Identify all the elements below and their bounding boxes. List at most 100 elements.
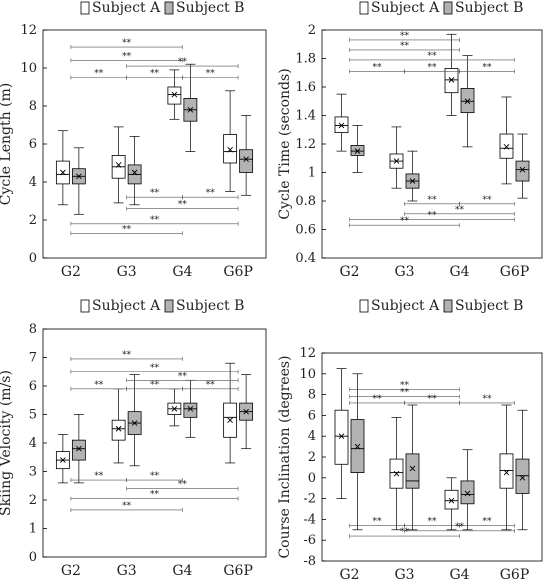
x-category-label: G6P	[500, 567, 530, 583]
significance-bracket: **	[182, 189, 239, 200]
legend-swatch	[443, 299, 453, 313]
box-iqr	[239, 149, 254, 173]
y-tick-label: -4	[303, 512, 316, 527]
significance-label: **	[483, 394, 493, 404]
mean-marker	[76, 445, 82, 452]
significance-label: **	[122, 39, 132, 49]
significance-bracket: **	[126, 58, 239, 69]
y-tick-label: 1.2	[295, 137, 316, 152]
significance-label: **	[150, 490, 160, 500]
mean-marker	[464, 98, 471, 105]
y-tick-label: -6	[303, 533, 316, 548]
significance-bracket: **	[349, 51, 515, 62]
x-category-label: G6P	[500, 264, 530, 280]
box-iqr	[499, 133, 514, 159]
significance-label: **	[150, 69, 160, 79]
legend-swatch	[359, 1, 369, 15]
significance-bracket: **	[126, 380, 183, 391]
legend-label: Subject B	[176, 298, 244, 314]
significance-bracket: **	[349, 388, 460, 399]
mean-marker	[76, 173, 82, 180]
mean-marker	[131, 420, 138, 426]
mean-marker	[464, 490, 471, 497]
significance-bracket: **	[70, 69, 127, 80]
significance-bracket: **	[349, 211, 515, 222]
significance-label: **	[94, 69, 104, 79]
significance-bracket: **	[70, 215, 239, 226]
box-subject-b	[405, 404, 420, 531]
legend-label: Subject A	[92, 0, 161, 16]
box-subject-b	[405, 150, 420, 202]
y-tick-label: 6	[308, 408, 316, 423]
legend-label: Subject B	[455, 298, 523, 314]
significance-label: **	[150, 380, 160, 390]
box-subject-b	[183, 63, 198, 152]
significance-bracket: **	[70, 39, 183, 50]
significance-label: **	[178, 58, 188, 68]
box-subject-a	[111, 388, 126, 464]
y-tick-label: 0.8	[295, 194, 316, 209]
legend-swatch	[359, 299, 369, 313]
significance-bracket: **	[70, 52, 183, 63]
x-category-label: G2	[61, 264, 81, 280]
y-tick-label: 1	[29, 522, 37, 537]
significance-bracket: **	[459, 517, 515, 528]
box-subject-b	[460, 449, 475, 531]
y-tick-label: 2	[29, 213, 37, 228]
significance-label: **	[206, 189, 216, 199]
legend-label: Subject B	[455, 0, 523, 16]
significance-label: **	[455, 205, 465, 215]
box-iqr	[515, 458, 530, 494]
box-iqr	[183, 402, 198, 418]
x-category-label: G4	[449, 264, 469, 280]
box-subject-a	[167, 388, 182, 427]
box-subject-a	[334, 368, 349, 499]
y-tick-label: 1.6	[295, 80, 316, 95]
mean-marker	[131, 169, 138, 176]
significance-label: **	[94, 472, 104, 482]
mean-marker	[503, 469, 510, 476]
x-category-label: G3	[394, 567, 414, 583]
box-subject-b	[350, 373, 365, 531]
box-subject-a	[334, 93, 349, 152]
significance-bracket: **	[349, 41, 460, 52]
box-subject-b	[127, 374, 142, 467]
mean-marker	[243, 408, 249, 415]
significance-label: **	[483, 195, 493, 205]
y-tick-label: 12	[299, 346, 316, 361]
significance-label: **	[455, 522, 465, 532]
significance-label: **	[373, 517, 383, 527]
y-tick-label: 2	[29, 493, 37, 508]
significance-bracket: **	[70, 350, 183, 361]
mean-marker	[354, 443, 361, 450]
y-tick-label: 3	[29, 465, 37, 480]
significance-label: **	[428, 517, 438, 527]
y-tick-label: 12	[20, 23, 37, 38]
box-subject-a	[444, 33, 459, 116]
box-iqr	[460, 88, 475, 114]
mean-marker	[503, 144, 510, 150]
significance-label: **	[428, 63, 438, 73]
mean-marker	[187, 106, 194, 113]
mean-marker	[519, 166, 526, 173]
box-subject-a	[389, 126, 404, 189]
box-iqr	[334, 116, 349, 134]
box-subject-a	[389, 417, 404, 531]
significance-bracket: **	[349, 381, 460, 392]
y-tick-label: 4	[29, 175, 37, 190]
y-tick-label: 2	[308, 23, 316, 38]
y-tick-label: 1.8	[295, 52, 316, 67]
mean-marker	[171, 405, 178, 412]
box-iqr	[444, 489, 459, 510]
significance-bracket: **	[182, 69, 239, 80]
mean-marker	[187, 405, 194, 412]
y-tick-label: 0	[308, 471, 316, 486]
significance-bracket: **	[349, 528, 460, 539]
x-category-label: G2	[61, 563, 81, 579]
y-tick-label: 0	[29, 251, 37, 266]
y-tick-label: 1	[308, 166, 316, 181]
x-category-label: G4	[172, 563, 192, 579]
box-iqr	[444, 68, 459, 94]
y-tick-label: 2	[308, 450, 316, 465]
significance-bracket: **	[404, 205, 515, 216]
